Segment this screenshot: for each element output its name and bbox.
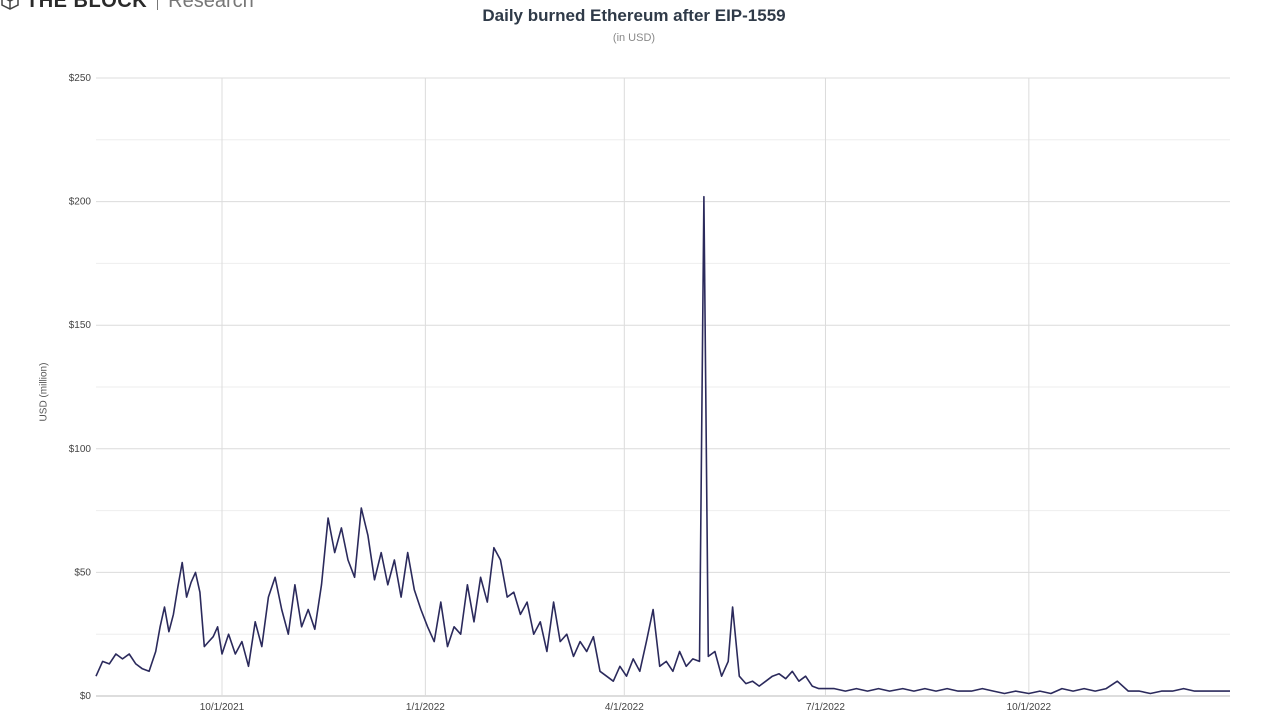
y-tick-label: $200 bbox=[69, 197, 92, 208]
x-tick-label: 4/1/2022 bbox=[605, 702, 644, 713]
cube-logo-icon bbox=[1, 0, 19, 10]
brand-divider bbox=[157, 0, 159, 10]
y-tick-label: $100 bbox=[69, 444, 92, 455]
brand-name: THE BLOCK bbox=[26, 0, 148, 12]
x-tick-label: 10/1/2021 bbox=[200, 702, 245, 713]
chart-subtitle: (in USD) bbox=[612, 32, 656, 44]
chart-title: Daily burned Ethereum after EIP-1559 bbox=[482, 6, 786, 25]
x-tick-label: 1/1/2022 bbox=[406, 702, 445, 713]
y-tick-label: $150 bbox=[69, 320, 92, 331]
x-tick-label: 7/1/2022 bbox=[806, 702, 845, 713]
brand-header: THE BLOCK Research bbox=[0, 0, 254, 12]
y-tick-label: $0 bbox=[80, 691, 92, 702]
y-tick-label: $250 bbox=[69, 73, 92, 84]
x-tick-label: 10/1/2022 bbox=[1007, 702, 1052, 713]
brand-subtitle: Research bbox=[168, 0, 254, 12]
series-line bbox=[95, 195, 1230, 695]
y-tick-label: $50 bbox=[74, 567, 91, 578]
